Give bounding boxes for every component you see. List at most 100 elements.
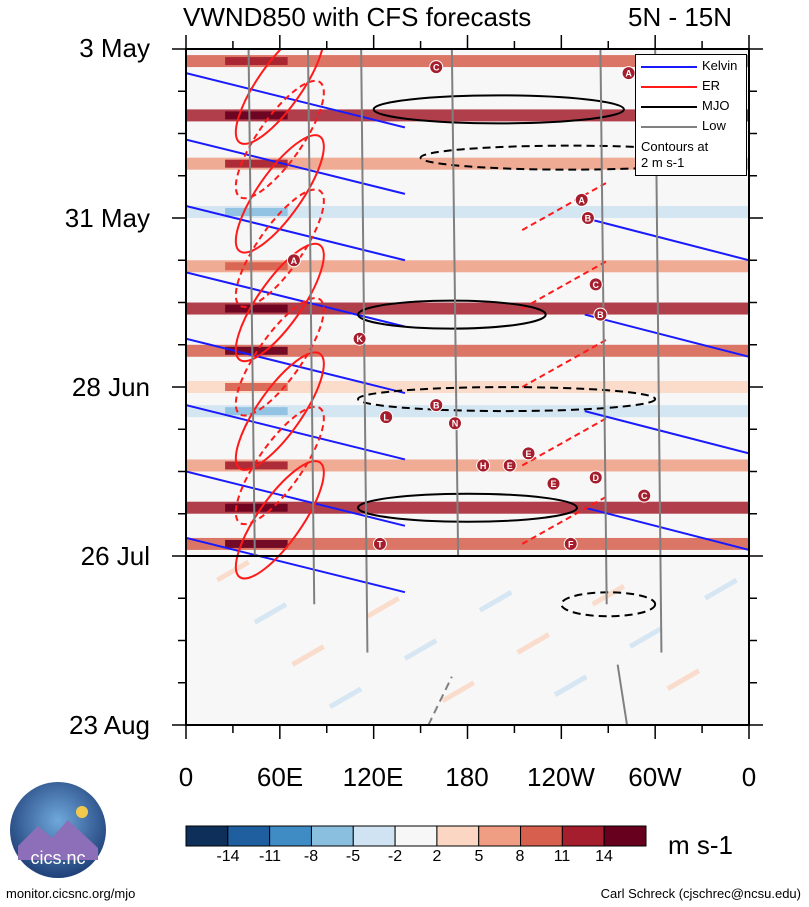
er-contour (234, 405, 325, 526)
legend-note-line: 2 m s-1 (641, 155, 685, 170)
anomaly-band-core (225, 539, 288, 548)
forecast-anomaly-streak (441, 680, 476, 704)
site-link[interactable]: monitor.cicsnc.org/mjo (6, 886, 136, 901)
anomaly-band-core (225, 383, 288, 391)
er-contour (521, 259, 609, 310)
storm-marker (637, 488, 652, 503)
logo-text: cics.nc (30, 848, 85, 868)
er-contour (234, 297, 325, 417)
colorbar-swatch (520, 825, 563, 847)
storm-marker-label: E (507, 461, 513, 471)
er-contour (234, 134, 325, 254)
storm-marker (546, 476, 561, 491)
colorbar-label: 14 (595, 848, 613, 865)
x-tick-label: 0 (741, 762, 757, 792)
y-tick-label: 23 Aug (69, 710, 150, 740)
cics-logo[interactable]: cics.nc (8, 780, 108, 880)
anomaly-band (186, 537, 749, 550)
er-contour (234, 242, 325, 363)
low-contour (360, 49, 369, 653)
legend-note-line: Contours at (641, 139, 709, 154)
colorbar-label: -8 (303, 848, 319, 865)
anomaly-band (186, 157, 749, 170)
x-tick-label: 120E (342, 762, 404, 792)
legend-item-er: ER (636, 78, 746, 96)
anomaly-band-core (225, 207, 288, 216)
x-tick-label: 60W (628, 762, 682, 792)
mjo-contour (372, 94, 625, 125)
storm-marker-label: K (356, 334, 363, 344)
forecast-anomaly-streak (253, 602, 288, 625)
storm-marker (476, 458, 491, 473)
x-tick-label: 120W (527, 762, 595, 792)
kelvin-contour (186, 536, 406, 594)
er-contour (521, 180, 609, 231)
storm-marker (521, 446, 536, 461)
anomaly-band (186, 55, 749, 68)
kelvin-contour (186, 337, 406, 395)
storm-marker-label: L (383, 413, 389, 423)
storm-marker-label: A (578, 195, 585, 205)
storm-marker-label: N (452, 419, 459, 429)
legend-label: ER (702, 78, 721, 93)
storm-marker-label: A (291, 256, 298, 266)
storm-marker-label: D (592, 473, 599, 483)
colorbar-units: m s-1 (668, 830, 733, 860)
sun-icon (76, 806, 88, 818)
colorbar-label: 2 (432, 848, 442, 865)
storm-marker (588, 470, 603, 485)
low-contour (247, 49, 256, 557)
storm-marker-label: B (433, 401, 440, 411)
forecast-anomaly-streak (553, 674, 588, 697)
mjo-contour (357, 492, 578, 523)
storm-marker (580, 211, 595, 225)
storm-marker-label: E (551, 479, 557, 489)
storm-marker-label: T (377, 539, 383, 549)
mjo-contour (560, 591, 657, 618)
colorbar-label: -5 (345, 848, 361, 865)
storm-marker (429, 60, 444, 75)
legend-item-low: Low (636, 118, 746, 136)
storm-marker-label: B (597, 310, 604, 320)
storm-marker-label: H (480, 461, 487, 471)
kelvin-contour (186, 271, 406, 328)
er-contour (234, 460, 325, 580)
y-tick-label: 31 May (64, 203, 150, 233)
er-contour (521, 494, 609, 545)
colorbar-swatch (227, 825, 271, 847)
anomaly-band-core (225, 111, 288, 120)
anomaly-band (186, 302, 749, 315)
legend-item-mjo: MJO (636, 98, 746, 116)
storm-marker-label: C (592, 280, 599, 290)
kelvin-contour (186, 404, 406, 461)
mjo-contour (357, 299, 547, 330)
x-tick-label: 0 (178, 762, 194, 792)
legend-label: Kelvin (702, 58, 738, 73)
storm-marker-label: C (433, 63, 440, 73)
legend-swatch (641, 86, 697, 88)
kelvin-contour (584, 313, 749, 358)
mjo-contour (357, 386, 657, 413)
x-tick-label: 60E (256, 762, 304, 792)
anomaly-band (186, 109, 749, 122)
er-contour (234, 79, 325, 200)
colorbar-label: 5 (474, 848, 484, 865)
forecast-anomaly-streak (666, 668, 701, 691)
colorbar-swatch (310, 825, 354, 847)
colorbar-label: 11 (553, 848, 571, 865)
legend-swatch (641, 66, 697, 68)
credit-text: Carl Schreck (cjschrec@ncsu.edu) (600, 886, 801, 901)
region-label: 5N - 15N (628, 2, 733, 32)
legend-note: Contours at 2 m s-1 (641, 139, 708, 171)
kelvin-contour (584, 217, 749, 262)
forecast-anomaly-streak (403, 638, 438, 661)
er-contour (521, 337, 609, 388)
anomaly-band (186, 344, 749, 357)
chart-title: VWND850 with CFS forecasts (183, 2, 532, 32)
low-contour (306, 49, 316, 605)
storm-marker (372, 536, 387, 551)
anomaly-band-core (225, 57, 288, 66)
storm-marker (588, 277, 603, 292)
colorbar-swatch (269, 825, 312, 847)
kelvin-contour (584, 506, 749, 551)
